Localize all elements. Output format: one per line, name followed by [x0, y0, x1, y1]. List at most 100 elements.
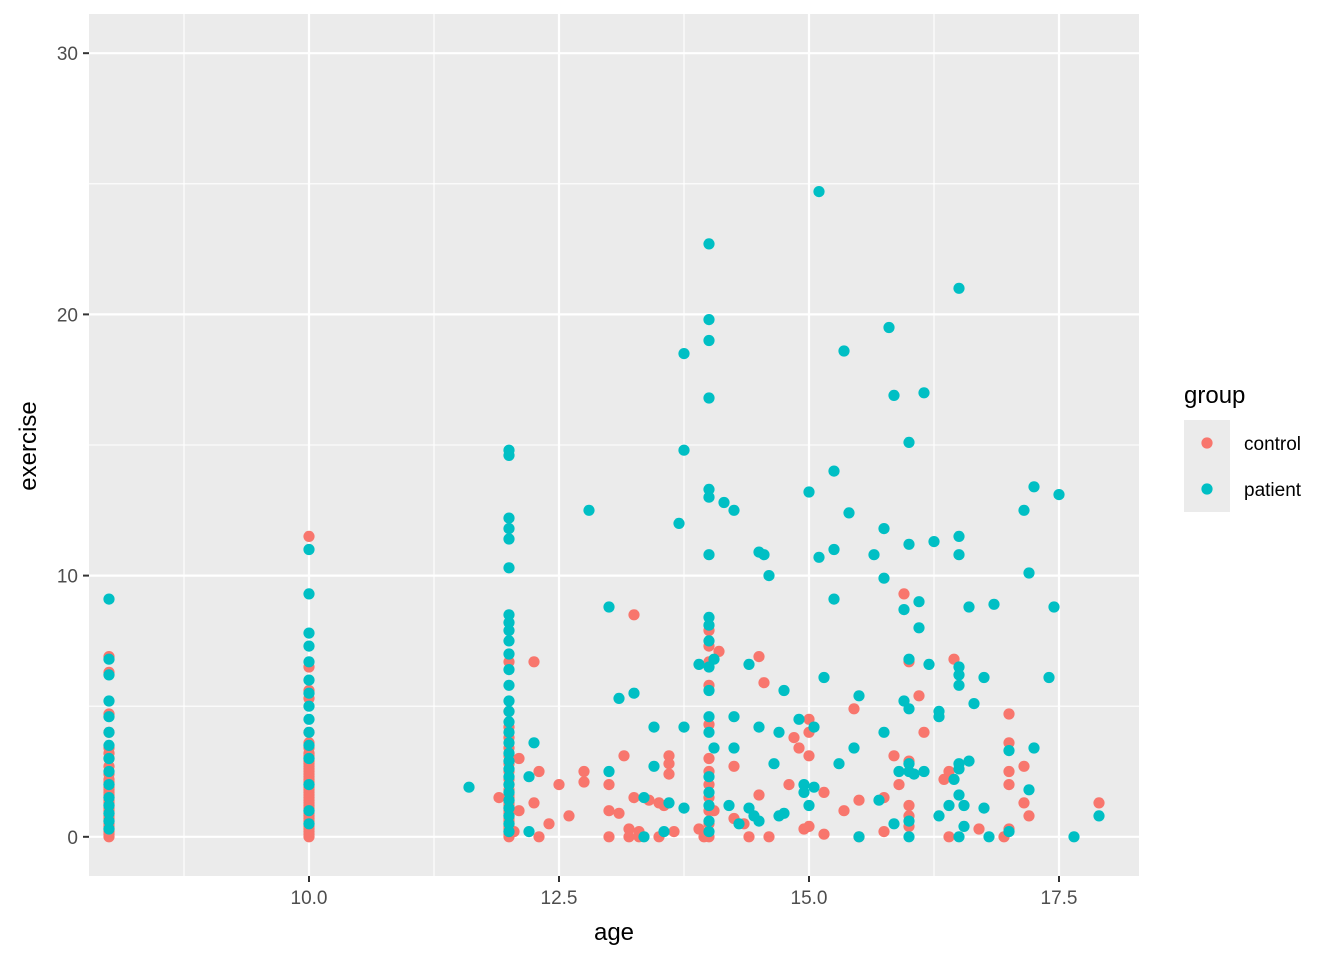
data-point-patient [523, 826, 535, 838]
data-point-patient [703, 799, 715, 812]
data-point-patient [708, 742, 720, 754]
data-point-control [1018, 797, 1030, 809]
data-point-patient [103, 669, 115, 681]
data-point-patient [763, 570, 775, 582]
data-point-control [783, 779, 795, 791]
data-point-patient [103, 815, 115, 827]
data-point-patient [913, 596, 925, 608]
data-point-patient [503, 664, 515, 676]
data-point-patient [828, 543, 840, 556]
data-point-patient [503, 705, 515, 718]
data-point-patient [923, 658, 935, 671]
data-point-patient [603, 601, 615, 613]
data-point-patient [303, 818, 315, 830]
data-point-control [603, 805, 615, 817]
data-point-patient [503, 444, 515, 456]
data-point-patient [968, 698, 980, 710]
data-point-control [898, 588, 910, 600]
data-point-patient [503, 786, 515, 799]
data-point-patient [943, 799, 955, 812]
data-point-patient [1093, 810, 1105, 822]
data-point-control [758, 677, 770, 689]
data-point-control [528, 656, 540, 668]
data-point-control [668, 826, 680, 838]
data-point-patient [963, 755, 975, 767]
data-point-control [848, 703, 860, 715]
data-point-patient [673, 517, 685, 530]
data-point-control [663, 750, 675, 762]
y-tick-label: 10 [57, 567, 78, 588]
data-point-patient [953, 758, 965, 770]
data-point-patient [503, 802, 515, 814]
data-point-patient [703, 238, 715, 250]
data-point-patient [753, 721, 765, 733]
data-point-patient [743, 658, 755, 671]
data-point-patient [503, 533, 515, 545]
data-point-patient [503, 617, 515, 629]
data-point-control [753, 789, 765, 801]
data-point-patient [303, 588, 315, 600]
data-point-patient [583, 504, 595, 516]
data-point-patient [958, 820, 970, 833]
data-point-control [1023, 810, 1035, 822]
data-point-patient [808, 781, 820, 793]
data-point-patient [613, 692, 625, 705]
data-point-patient [503, 810, 515, 822]
data-point-patient [723, 799, 735, 812]
data-point-patient [958, 799, 970, 812]
data-point-patient [828, 465, 840, 477]
x-axis-title: age [594, 919, 634, 946]
data-point-patient [103, 695, 115, 707]
data-point-patient [813, 551, 825, 563]
data-point-patient [983, 831, 995, 843]
data-point-patient [1043, 671, 1055, 684]
data-point-control [703, 752, 715, 765]
data-point-patient [703, 726, 715, 738]
data-point-patient [733, 818, 745, 830]
data-point-control [623, 823, 635, 835]
data-point-control [628, 792, 640, 804]
data-point-patient [888, 389, 900, 401]
data-point-patient [728, 504, 740, 516]
data-point-patient [798, 786, 810, 799]
data-point-patient [528, 737, 540, 749]
data-point-patient [703, 635, 715, 647]
data-point-patient [893, 765, 905, 778]
data-point-patient [913, 622, 925, 634]
data-point-control [913, 690, 925, 702]
data-point-control [613, 807, 625, 819]
data-point-patient [523, 771, 535, 783]
data-point-patient [953, 549, 965, 561]
data-point-control [603, 779, 615, 791]
data-point-control [1093, 797, 1105, 809]
data-point-patient [103, 765, 115, 778]
data-point-patient [503, 737, 515, 749]
data-point-control [838, 805, 850, 817]
data-point-patient [503, 609, 515, 621]
data-point-patient [953, 669, 965, 681]
data-point-control [603, 831, 615, 843]
data-point-patient [843, 507, 855, 519]
legend-marker [1201, 437, 1213, 449]
data-point-patient [303, 543, 315, 556]
data-point-patient [678, 802, 690, 814]
data-point-control [753, 651, 765, 663]
data-point-patient [303, 739, 315, 752]
data-point-patient [708, 653, 720, 665]
data-point-patient [103, 779, 115, 791]
data-point-patient [868, 549, 880, 561]
data-point-patient [703, 483, 715, 495]
data-point-patient [1003, 826, 1015, 838]
data-point-patient [303, 752, 315, 765]
legend-label: control [1244, 434, 1301, 455]
data-point-patient [873, 794, 885, 806]
data-point-patient [503, 818, 515, 830]
data-point-control [818, 828, 830, 840]
data-point-patient [303, 674, 315, 686]
data-point-patient [848, 742, 860, 754]
data-point-patient [303, 805, 315, 817]
data-point-patient [303, 656, 315, 668]
data-point-patient [953, 679, 965, 691]
data-point-patient [303, 640, 315, 652]
